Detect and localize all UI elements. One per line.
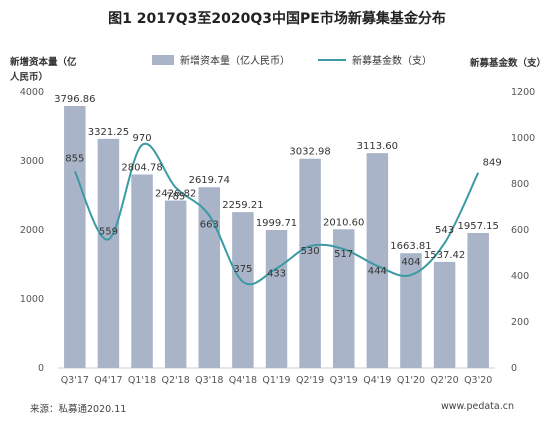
bar	[131, 174, 153, 368]
y2-tick-label: 600	[511, 225, 529, 236]
line-value-label: 404	[401, 257, 420, 268]
bar-value-label: 2426.82	[155, 189, 196, 200]
legend-item-line: 新募基金数（支）	[318, 52, 432, 67]
x-tick-label: Q3'19	[330, 375, 358, 386]
series-line	[73, 142, 480, 286]
legend-bar-label: 新增资本量（亿人民币）	[180, 56, 290, 67]
y2-tick-label: 1000	[511, 133, 535, 144]
bar	[299, 158, 321, 368]
y-tick-label: 1000	[20, 294, 44, 305]
x-tick-label: Q3'18	[195, 375, 223, 386]
site-url: www.pedata.cn	[441, 401, 514, 412]
x-tick-label: Q4'19	[363, 375, 391, 386]
line-value-label: 849	[483, 158, 502, 169]
y2-tick-label: 1200	[511, 87, 535, 98]
line-value-label: 663	[200, 220, 219, 231]
bar	[198, 187, 221, 368]
bar	[164, 200, 187, 368]
line-value-label: 444	[368, 266, 387, 277]
bar-value-label: 2259.21	[222, 200, 263, 211]
legend-item-bar: 新增资本量（亿人民币）	[152, 52, 290, 67]
bar-value-label: 3113.60	[357, 141, 398, 152]
line-value-label: 970	[132, 133, 151, 144]
bar-value-label: 2804.78	[121, 162, 162, 173]
bar	[232, 212, 254, 368]
bar	[433, 261, 456, 368]
line-value-label: 543	[435, 225, 454, 236]
x-tick-label: Q2'20	[430, 375, 458, 386]
bar	[64, 106, 86, 368]
line-value-label: 559	[99, 226, 118, 237]
y-tick-label: 4000	[20, 87, 44, 98]
bar-value-label: 1957.15	[458, 221, 499, 232]
y-tick-label: 2000	[20, 225, 44, 236]
bar-value-label: 2010.60	[323, 217, 364, 228]
line-value-label: 785	[166, 191, 185, 202]
line-value-label: 433	[267, 268, 286, 279]
source-note: 来源：私募通2020.11	[30, 404, 127, 415]
bar-value-label: 2619.74	[189, 175, 230, 186]
y-axis-title-left: 新增资本量（亿人民币）	[10, 57, 77, 83]
x-tick-label: Q3'20	[464, 375, 492, 386]
y-axis-title-right: 新募基金数（支）	[469, 58, 546, 69]
line-value-label: 375	[233, 264, 252, 275]
x-tick-label: Q3'17	[61, 375, 89, 386]
line-value-label: 855	[65, 153, 84, 164]
legend-bar-swatch	[152, 54, 174, 65]
bar	[265, 230, 288, 368]
y2-tick-label: 400	[511, 271, 529, 282]
bar	[400, 253, 422, 368]
bar-value-label: 3321.25	[88, 127, 129, 138]
y2-tick-label: 800	[511, 179, 529, 190]
y2-tick-label: 200	[511, 317, 529, 328]
chart-title: 图1 2017Q3至2020Q3中国PE市场新募集基金分布	[108, 11, 446, 27]
bar	[97, 138, 120, 368]
x-tick-label: Q4'17	[94, 375, 122, 386]
bar-value-label: 1663.81	[390, 241, 431, 252]
bar	[332, 229, 355, 368]
legend-line-label: 新募基金数（支）	[352, 56, 432, 67]
bar-value-label: 1999.71	[256, 218, 297, 229]
bar-value-label: 3032.98	[289, 147, 330, 158]
y-tick-label: 3000	[20, 156, 44, 167]
line-value-label: 517	[334, 249, 353, 260]
legend-line-swatch	[318, 58, 346, 61]
bar-value-label: 1537.42	[424, 250, 465, 261]
x-tick-label: Q1'18	[128, 375, 156, 386]
x-tick-label: Q4'18	[229, 375, 257, 386]
bar-value-label: 3796.86	[54, 94, 95, 105]
y-tick-label: 0	[38, 363, 44, 374]
bar	[366, 153, 389, 368]
line-value-label: 530	[301, 246, 320, 257]
x-tick-label: Q2'19	[296, 375, 324, 386]
y2-tick-label: 0	[511, 363, 517, 374]
x-tick-label: Q1'20	[397, 375, 425, 386]
x-tick-label: Q1'19	[262, 375, 290, 386]
bar	[467, 232, 489, 368]
x-tick-label: Q2'18	[162, 375, 190, 386]
